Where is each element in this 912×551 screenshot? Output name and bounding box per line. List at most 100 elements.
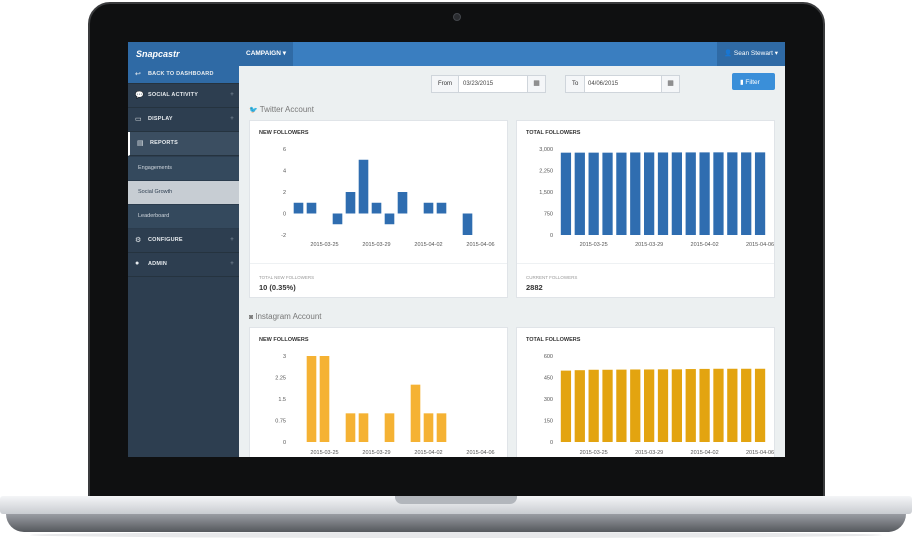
chart-bar xyxy=(332,213,343,225)
webcam xyxy=(453,13,461,21)
chart-bar xyxy=(436,202,447,214)
sidebar-item-label: ADMIN xyxy=(148,261,168,267)
from-label: From xyxy=(432,76,459,92)
to-date-value[interactable]: 04/06/2015 xyxy=(588,81,619,87)
sidebar-item-display[interactable]: ▭ DISPLAY + xyxy=(128,108,239,132)
sidebar-item-configure[interactable]: ⚙ CONFIGURE + xyxy=(128,229,239,253)
from-date-field[interactable]: From 03/23/2015 ▦ xyxy=(431,75,546,93)
sidebar-item-label: SOCIAL ACTIVITY xyxy=(148,92,199,98)
from-date-value[interactable]: 03/23/2015 xyxy=(463,81,494,87)
gears-icon: ⚙ xyxy=(135,237,142,244)
sidebar-item-admin[interactable]: ● ADMIN + xyxy=(128,253,239,277)
chart-bar xyxy=(602,369,613,442)
y-tick-label: 0.75 xyxy=(275,419,286,425)
x-tick-label: 2015-03-25 xyxy=(580,242,608,248)
laptop-shadow xyxy=(30,532,882,538)
section-title-text: Twitter Account xyxy=(259,105,314,114)
chat-icon: 💬 xyxy=(135,92,144,99)
y-tick-label: 750 xyxy=(544,212,553,218)
y-tick-label: 1.5 xyxy=(278,397,286,403)
user-menu[interactable]: 👤 Sean Stewart ▾ xyxy=(717,42,785,66)
x-tick-label: 2015-04-02 xyxy=(691,242,719,248)
y-tick-label: 2.25 xyxy=(275,376,286,382)
to-date-field[interactable]: To 04/06/2015 ▦ xyxy=(565,75,680,93)
sidebar-subitem-label: Engagements xyxy=(138,165,172,171)
chart-bar xyxy=(685,152,696,235)
chart-bar xyxy=(657,152,669,235)
campaign-dropdown[interactable]: CAMPAIGN ▾ xyxy=(239,42,293,66)
laptop-base xyxy=(0,496,912,514)
brand-logo[interactable]: Snapcastr xyxy=(128,42,239,66)
chart-bar xyxy=(754,152,766,235)
sidebar-subitem-social-growth[interactable]: Social Growth xyxy=(128,181,239,205)
plus-icon: + xyxy=(230,237,234,243)
x-tick-label: 2015-03-29 xyxy=(635,450,663,456)
instagram-new-followers-chart: 3 2.25 1.5 0.75 0 2015-03-25 2015-03-29 2015-04… xyxy=(275,354,494,456)
x-tick-label: 2015-03-29 xyxy=(362,242,390,248)
sidebar-subitem-label: Social Growth xyxy=(138,189,173,195)
chart-bar xyxy=(319,356,330,442)
instagram-section-title: ◙ Instagram Account xyxy=(249,312,322,321)
x-tick-label: 2015-03-25 xyxy=(310,242,338,248)
chart-bar xyxy=(630,369,641,442)
chart-bar xyxy=(616,369,627,442)
chart-bar xyxy=(644,152,655,235)
twitter-new-followers-chart: 6 4 2 0 -2 2015-03-25 2015-03-29 2015-04-02 2015… xyxy=(281,147,494,248)
y-tick-label: 0 xyxy=(283,212,286,218)
filter-button[interactable]: ▮ Filter xyxy=(732,73,775,90)
sidebar-item-label: DISPLAY xyxy=(148,116,173,122)
x-tick-label: 2015-03-25 xyxy=(580,450,608,456)
instagram-total-followers-card: TOTAL FOLLOWERS 600 450 300 150 0 2015-03-25 2… xyxy=(516,327,775,457)
x-tick-label: 2015-04-06 xyxy=(466,450,494,456)
x-tick-label: 2015-03-25 xyxy=(310,450,338,456)
x-tick-label: 2015-03-29 xyxy=(635,242,663,248)
sidebar-subitem-engagements[interactable]: Engagements xyxy=(128,157,239,181)
x-tick-label: 2015-04-02 xyxy=(414,450,442,456)
monitor-icon: ▭ xyxy=(135,116,142,123)
x-tick-label: 2015-04-06 xyxy=(746,242,774,248)
y-tick-label: 450 xyxy=(544,376,553,382)
app-screen: Snapcastr CAMPAIGN ▾ 👤 Sean Stewart ▾ ↩ … xyxy=(128,42,785,457)
sidebar-subitem-label: Leaderboard xyxy=(138,213,170,219)
sidebar-subitem-leaderboard[interactable]: Leaderboard xyxy=(128,205,239,229)
sidebar-item-social-activity[interactable]: 💬 SOCIAL ACTIVITY + xyxy=(128,84,239,108)
sidebar: ↩ BACK TO DASHBOARD 💬 SOCIAL ACTIVITY + … xyxy=(128,66,239,457)
chart-bar xyxy=(741,368,752,442)
chart-bar xyxy=(644,369,655,442)
chart-bar xyxy=(345,192,356,214)
chart-bar xyxy=(630,152,641,235)
chart-bar xyxy=(602,152,613,235)
twitter-section-title: 🐦 Twitter Account xyxy=(249,105,314,114)
chart-bar xyxy=(727,152,738,235)
x-tick-label: 2015-04-06 xyxy=(746,450,774,456)
chart-bar xyxy=(371,202,382,214)
user-name: Sean Stewart ▾ xyxy=(733,50,778,57)
x-tick-label: 2015-04-02 xyxy=(414,242,442,248)
filter-button-label: Filter xyxy=(745,79,760,86)
calendar-icon[interactable]: ▦ xyxy=(527,76,545,92)
x-tick-label: 2015-04-06 xyxy=(466,242,494,248)
chart-bar xyxy=(560,370,572,442)
plus-icon: + xyxy=(230,116,234,122)
card-title: TOTAL FOLLOWERS xyxy=(526,337,581,343)
chart-bar xyxy=(574,370,585,442)
card-title: TOTAL FOLLOWERS xyxy=(526,130,581,136)
globe-icon: ● xyxy=(135,260,140,267)
instagram-new-followers-card: NEW FOLLOWERS 3 2.25 1.5 0.75 0 2015-03-25 201… xyxy=(249,327,508,457)
chart-bar xyxy=(306,202,317,214)
calendar-icon[interactable]: ▦ xyxy=(661,76,679,92)
to-label: To xyxy=(566,76,586,92)
sidebar-item-back-to-dashboard[interactable]: ↩ BACK TO DASHBOARD xyxy=(128,66,239,84)
arrow-back-icon: ↩ xyxy=(135,71,142,78)
y-tick-label: 0 xyxy=(283,440,286,446)
chart-bar xyxy=(306,356,317,442)
laptop-base-bottom xyxy=(6,514,906,532)
chart-bar xyxy=(384,213,395,225)
sidebar-item-reports[interactable]: ▤ REPORTS xyxy=(128,132,239,156)
chart-bar xyxy=(293,202,304,214)
card-footer: CURRENT FOLLOWERS 2882 xyxy=(517,263,774,299)
y-tick-label: 1,500 xyxy=(539,190,553,196)
sidebar-item-label: REPORTS xyxy=(150,140,178,146)
footer-label: TOTAL NEW FOLLOWERS xyxy=(259,275,315,280)
